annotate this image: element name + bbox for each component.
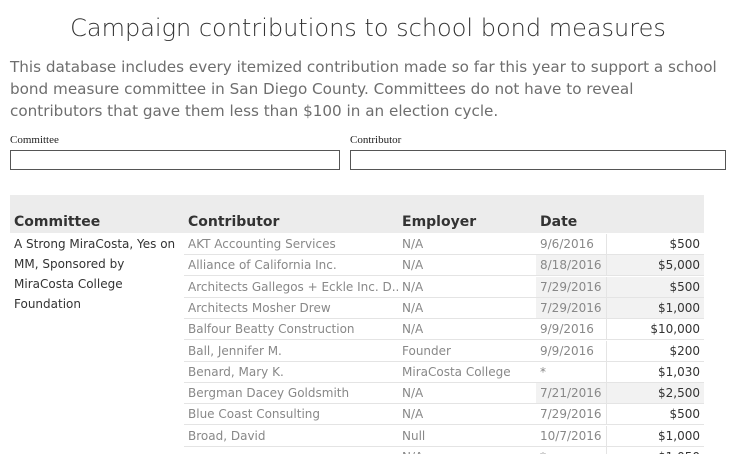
contributor-cell: Ball, Jennifer M.	[184, 341, 398, 362]
employer-cell: N/A	[398, 383, 536, 405]
amount-cell: $500	[606, 404, 704, 426]
page-title: Campaign contributions to school bond me…	[70, 14, 666, 42]
contributor-cell: Blue Coast Consulting	[184, 404, 398, 426]
column-header: Contributor	[188, 214, 280, 230]
employer-cell: N/A	[398, 277, 536, 298]
date-cell: 9/9/2016	[536, 319, 606, 341]
column-header: Date	[540, 214, 578, 230]
column-header: Committee	[14, 214, 101, 230]
date-cell: 9/6/2016	[536, 234, 606, 255]
employer-cell: N/A	[398, 404, 536, 426]
contributor-cell: Bergman Dacey Goldsmith	[184, 383, 398, 405]
employer-cell: N/A	[398, 298, 536, 319]
date-cell: 7/29/2016	[536, 276, 606, 298]
committee-cell: A Strong MiraCosta, Yes on MM, Sponsored…	[14, 237, 176, 311]
filter-input[interactable]	[350, 150, 726, 170]
employer-cell: Founder	[398, 341, 536, 362]
employer-cell: MiraCosta College	[398, 362, 536, 383]
date-cell: 9/9/2016	[536, 341, 606, 362]
table-body: A Strong MiraCosta, Yes on MM, Sponsored…	[10, 234, 704, 454]
contributor-cell: AKT Accounting Services	[184, 234, 398, 255]
contributor-cell	[184, 447, 398, 454]
amount-cell: $1,050	[606, 447, 704, 454]
amount-cell: $2,500	[606, 383, 704, 405]
date-cell: 7/29/2016	[536, 404, 606, 426]
contributor-cell: Architects Mosher Drew	[184, 298, 398, 319]
filter-label: Contributor	[350, 134, 402, 146]
employer-cell: Null	[398, 426, 536, 447]
employer-cell: N/A	[398, 255, 536, 277]
amount-cell: $500	[606, 234, 704, 255]
amount-cell: $5,000	[606, 255, 704, 277]
employer-cell: N/A	[398, 447, 536, 454]
contributor-cell: Broad, David	[184, 426, 398, 447]
employer-cell: N/A	[398, 234, 536, 255]
contributor-cell: Architects Gallegos + Eckle Inc. D..	[184, 277, 398, 298]
amount-cell: $200	[606, 340, 704, 362]
amount-cell: $1,000	[606, 425, 704, 447]
contributor-cell: Benard, Mary K.	[184, 362, 398, 383]
column-header: Employer	[402, 214, 477, 230]
description: This database includes every itemized co…	[10, 58, 717, 120]
amount-cell: $10,000	[606, 319, 704, 341]
amount-cell: $500	[606, 276, 704, 298]
amount-cell: $1,000	[606, 297, 704, 319]
date-cell: 7/21/2016	[536, 383, 606, 405]
date-cell: 7/29/2016	[536, 297, 606, 319]
date-cell: *	[536, 447, 606, 454]
employer-cell: N/A	[398, 319, 536, 341]
date-cell: 10/7/2016	[536, 426, 606, 447]
table-header	[10, 195, 704, 233]
contributor-cell: Balfour Beatty Construction	[184, 319, 398, 341]
filter-label: Committee	[10, 134, 59, 146]
contributor-cell: Alliance of California Inc.	[184, 255, 398, 277]
date-cell: *	[536, 362, 606, 383]
date-cell: 8/18/2016	[536, 255, 606, 277]
filter-input[interactable]	[10, 150, 340, 170]
amount-cell: $1,030	[606, 361, 704, 383]
